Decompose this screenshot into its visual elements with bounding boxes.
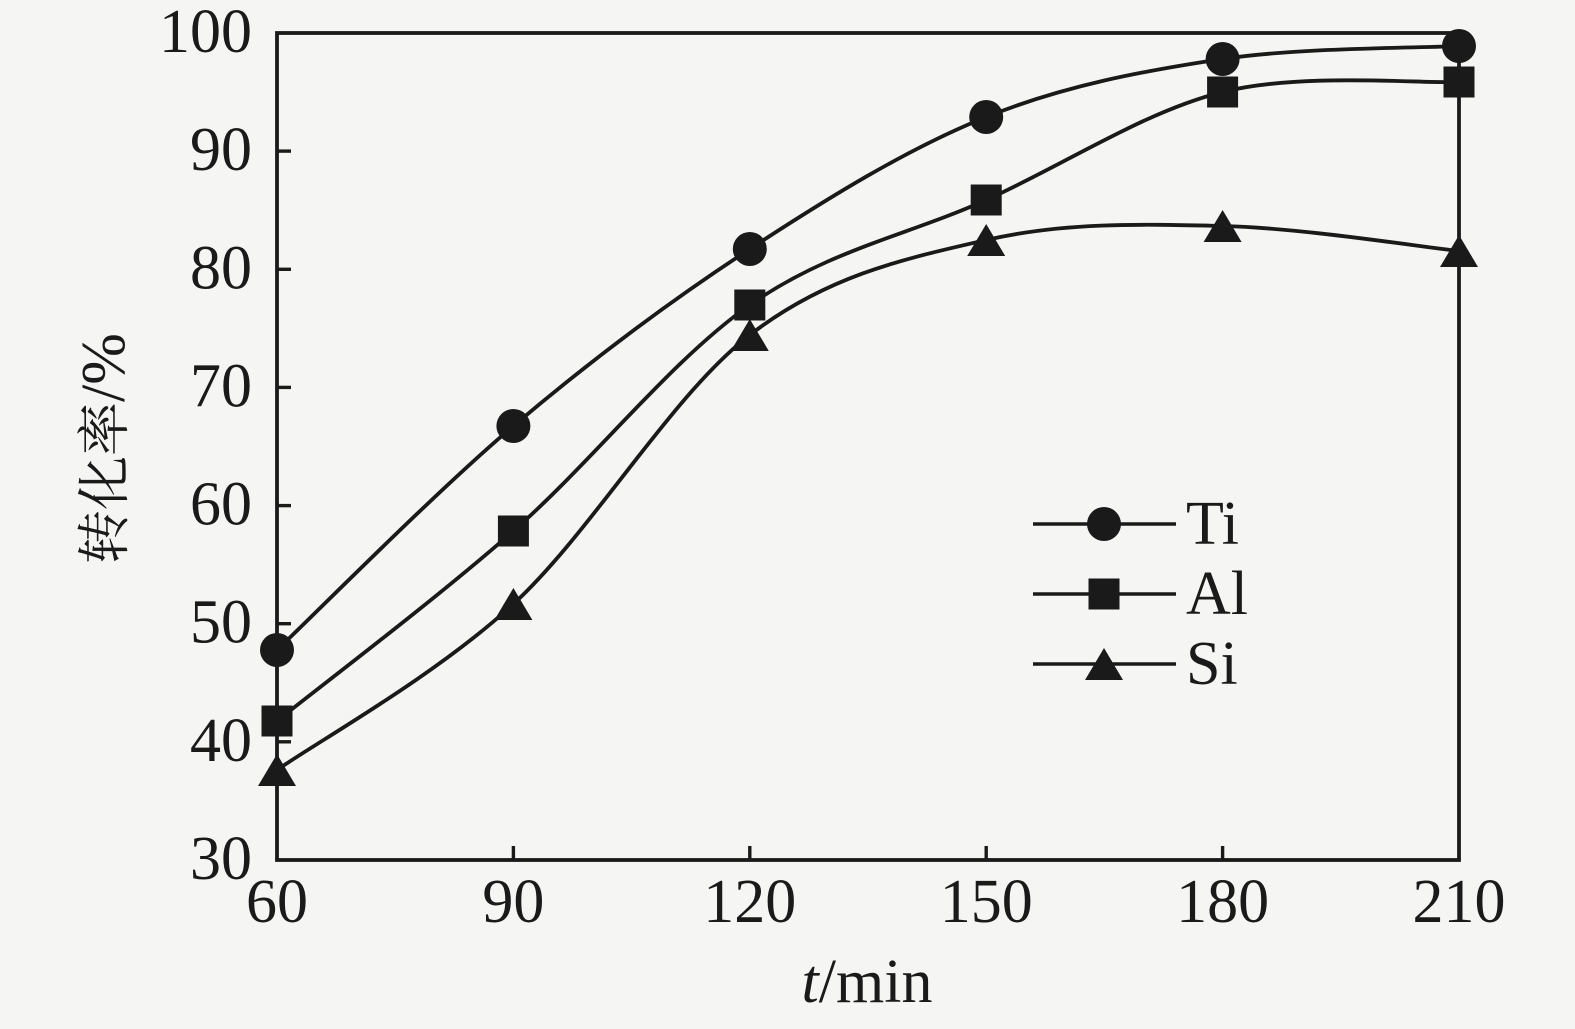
- svg-text:50: 50: [190, 589, 252, 657]
- svg-text:150: 150: [940, 868, 1033, 936]
- svg-text:60: 60: [190, 471, 252, 539]
- svg-text:Ti: Ti: [1186, 490, 1239, 558]
- svg-text:30: 30: [190, 825, 252, 893]
- svg-text:90: 90: [190, 116, 252, 184]
- svg-text:210: 210: [1413, 868, 1506, 936]
- svg-text:40: 40: [190, 707, 252, 775]
- svg-text:180: 180: [1176, 868, 1269, 936]
- svg-text:70: 70: [190, 352, 252, 420]
- svg-text:/%: /%: [70, 333, 138, 402]
- svg-text:120: 120: [703, 868, 796, 936]
- svg-text:80: 80: [190, 234, 252, 302]
- svg-text:Al: Al: [1186, 560, 1248, 628]
- svg-text:90: 90: [482, 868, 544, 936]
- svg-text:t/min: t/min: [802, 948, 933, 1016]
- svg-text:Si: Si: [1186, 630, 1238, 698]
- svg-text:100: 100: [159, 0, 252, 66]
- svg-text:60: 60: [246, 868, 308, 936]
